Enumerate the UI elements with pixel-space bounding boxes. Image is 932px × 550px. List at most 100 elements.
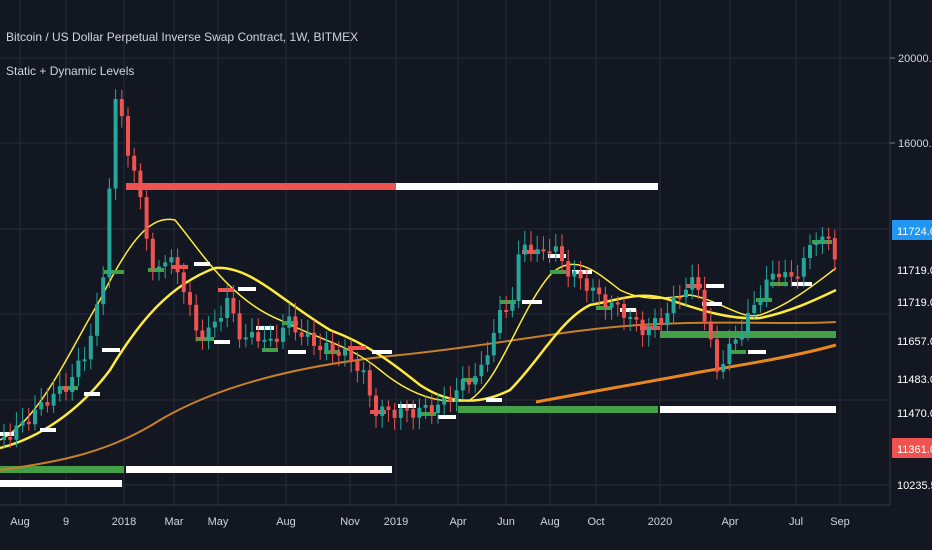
candle-body	[126, 116, 130, 156]
candle-body	[144, 197, 149, 239]
level-tick	[214, 340, 230, 344]
level-bar	[0, 466, 124, 473]
candle-body	[107, 188, 112, 278]
candle-body	[374, 395, 378, 416]
candle-body	[398, 408, 403, 418]
candle-body	[733, 339, 738, 344]
candle-body	[312, 332, 316, 346]
x-tick-label: 2019	[384, 516, 408, 528]
time-axis[interactable]: Aug 9 2018 Mar May Aug Nov 2019 Apr Jun …	[0, 504, 890, 528]
candle-body	[702, 289, 707, 322]
level-tick	[172, 265, 188, 269]
level-tick	[262, 348, 278, 352]
level-tick	[500, 300, 516, 304]
candle-body	[88, 335, 93, 360]
x-tick-label: Apr	[721, 516, 738, 528]
candle-body	[33, 409, 37, 425]
candle-body	[826, 236, 831, 239]
level-tick	[702, 302, 722, 306]
candle-body	[194, 304, 199, 331]
candle-body	[200, 330, 205, 340]
candle-body	[101, 277, 106, 305]
candle-body	[808, 245, 812, 259]
candle-body	[138, 170, 143, 198]
level-tick	[548, 254, 566, 258]
candle-body	[70, 377, 75, 392]
ma-yellow-thick	[0, 266, 837, 450]
candle-body	[584, 278, 589, 291]
candle-body	[603, 294, 608, 308]
candle-body	[219, 317, 223, 322]
candle-body	[671, 296, 676, 314]
candle-body	[566, 261, 571, 277]
candle-body	[336, 352, 341, 356]
price-label: 11657.0	[892, 330, 932, 350]
candle-body	[721, 364, 726, 372]
level-bar	[0, 480, 122, 487]
candle-body	[460, 379, 465, 391]
candle-body	[26, 421, 31, 425]
candle-body	[386, 406, 391, 410]
price-label-low: 11361.0	[892, 438, 932, 458]
candle-body	[622, 303, 626, 318]
candle-body	[188, 292, 192, 305]
price-axis[interactable]: 20000.0 16000.0 11724.0 11719.0 11719.0 …	[889, 0, 932, 505]
candle-body	[795, 276, 800, 279]
candle-body	[212, 321, 217, 328]
candle-body	[529, 244, 533, 254]
level-tick	[194, 262, 210, 266]
candle-body	[591, 287, 595, 291]
ma-orange-line	[535, 343, 837, 404]
candle-body	[820, 236, 825, 243]
candle-body	[628, 316, 633, 319]
level-tick	[522, 300, 542, 304]
candle-body	[640, 319, 645, 336]
level-tick	[486, 398, 502, 402]
level-tick	[596, 306, 612, 310]
level-tick	[0, 432, 14, 436]
y-tick-label: 16000.0	[898, 138, 932, 150]
candle-body	[696, 277, 701, 290]
candle-body	[448, 398, 453, 403]
candle-body	[250, 332, 254, 338]
level-tick	[372, 350, 392, 354]
candle-body	[51, 393, 56, 406]
candle-body	[2, 436, 6, 440]
price-label-text: 11483.0	[897, 374, 932, 386]
candle-body	[349, 349, 354, 362]
candle-body	[659, 318, 664, 326]
candle-body	[367, 370, 372, 396]
candle-body	[355, 361, 360, 371]
candle-body	[287, 316, 292, 328]
x-tick-label: Aug	[276, 516, 296, 528]
candle-body	[832, 238, 837, 260]
candle-body	[634, 316, 639, 320]
candle-body	[417, 407, 422, 418]
candle-body	[274, 338, 279, 342]
candle-body	[256, 332, 261, 342]
candle-body	[547, 251, 552, 254]
candle-body	[237, 313, 242, 340]
candle-body	[324, 342, 329, 351]
price-label-text: 11470.0	[897, 408, 932, 420]
candle-body	[727, 343, 732, 365]
candle-body	[783, 272, 788, 278]
candle-body	[467, 379, 471, 385]
candle-body	[522, 244, 527, 255]
level-tick	[792, 282, 812, 286]
candle-body	[225, 298, 230, 318]
candle-body	[684, 289, 688, 298]
indicator-name: Static + Dynamic Levels	[6, 64, 134, 78]
level-bar	[396, 183, 658, 190]
candle-body	[20, 421, 25, 426]
candle-body	[411, 409, 416, 418]
candle-body	[758, 298, 763, 305]
candle-body	[181, 272, 186, 293]
chart-title: Bitcoin / US Dollar Perpetual Inverse Sw…	[6, 30, 358, 44]
candle-body	[789, 272, 794, 277]
candle-body	[777, 273, 781, 278]
candle-body	[268, 338, 273, 341]
candle-body	[615, 302, 620, 305]
candle-body	[746, 312, 750, 334]
